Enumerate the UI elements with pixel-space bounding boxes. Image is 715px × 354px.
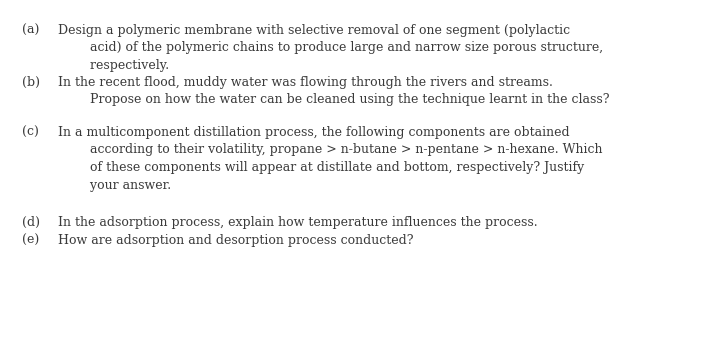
Text: (b): (b) bbox=[22, 76, 40, 89]
Text: In a multicomponent distillation process, the following components are obtained
: In a multicomponent distillation process… bbox=[58, 126, 603, 192]
Text: (a): (a) bbox=[22, 24, 39, 37]
Text: In the recent flood, muddy water was flowing through the rivers and streams.
   : In the recent flood, muddy water was flo… bbox=[58, 76, 609, 107]
Text: How are adsorption and desorption process conducted?: How are adsorption and desorption proces… bbox=[58, 234, 413, 247]
Text: Design a polymeric membrane with selective removal of one segment (polylactic
  : Design a polymeric membrane with selecti… bbox=[58, 24, 603, 72]
Text: (c): (c) bbox=[22, 126, 39, 139]
Text: In the adsorption process, explain how temperature influences the process.: In the adsorption process, explain how t… bbox=[58, 216, 538, 229]
Text: (d): (d) bbox=[22, 216, 40, 229]
Text: (e): (e) bbox=[22, 234, 39, 247]
